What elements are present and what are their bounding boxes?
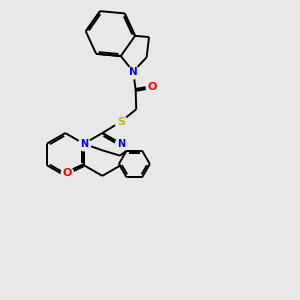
Text: O: O (147, 82, 157, 92)
Text: S: S (117, 117, 125, 127)
Text: O: O (63, 168, 72, 178)
Text: N: N (80, 139, 88, 149)
Text: N: N (117, 139, 125, 149)
Text: N: N (129, 67, 138, 76)
